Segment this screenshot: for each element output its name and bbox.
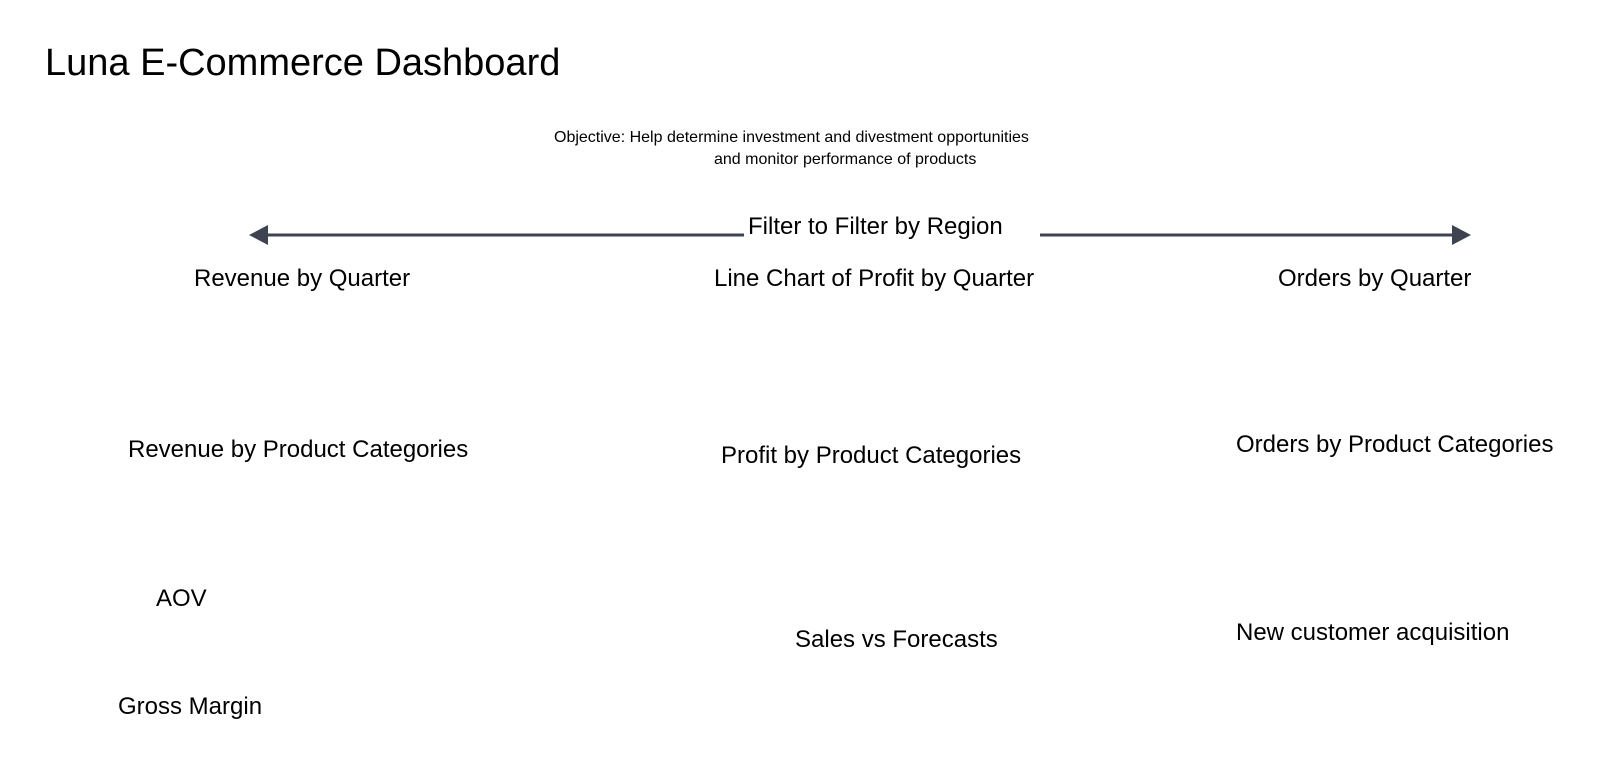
region-filter-label[interactable]: Filter to Filter by Region bbox=[744, 212, 1007, 242]
filter-arrow-left-head-icon bbox=[249, 225, 268, 245]
panel-profit-line-chart: Line Chart of Profit by Quarter bbox=[714, 265, 1035, 292]
panel-sales-vs-forecasts: Sales vs Forecasts bbox=[795, 626, 998, 653]
panel-revenue-by-category: Revenue by Product Categories bbox=[128, 436, 469, 463]
panel-orders-by-category: Orders by Product Categories bbox=[1236, 431, 1554, 458]
panel-orders-by-quarter: Orders by Quarter bbox=[1278, 265, 1472, 292]
objective-text: Objective: Help determine investment and… bbox=[554, 127, 1174, 171]
objective-line-1: Objective: Help determine investment and… bbox=[554, 129, 1029, 146]
dashboard-title: Luna E-Commerce Dashboard bbox=[45, 42, 561, 84]
panel-new-customer-acquisition: New customer acquisition bbox=[1236, 619, 1510, 646]
panel-gross-margin: Gross Margin bbox=[118, 693, 263, 720]
panel-aov: AOV bbox=[156, 585, 207, 612]
panel-profit-by-category: Profit by Product Categories bbox=[721, 442, 1022, 469]
filter-arrow-right-head-icon bbox=[1452, 225, 1471, 245]
objective-line-2: and monitor performance of products bbox=[714, 151, 977, 168]
panel-revenue-by-quarter: Revenue by Quarter bbox=[194, 265, 411, 292]
